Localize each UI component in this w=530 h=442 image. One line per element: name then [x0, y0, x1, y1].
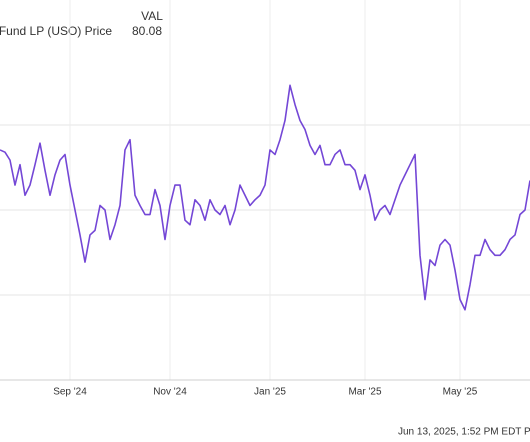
- x-tick-label: Jan '25: [254, 387, 286, 398]
- legend-value: 80.08: [132, 24, 162, 38]
- x-tick-label: Mar '25: [348, 387, 381, 398]
- x-tick-label: May '25: [443, 387, 478, 398]
- x-tick-label: Nov '24: [153, 387, 187, 398]
- price-line: [0, 84, 530, 311]
- x-tick-label: Sep '24: [53, 387, 87, 398]
- legend-entry: s Oil Fund LP (USO) Price: [0, 24, 112, 38]
- legend-header: VAL: [141, 9, 163, 23]
- footer: Jun 13, 2025, 1:52 PM EDT Powered by: [398, 427, 530, 438]
